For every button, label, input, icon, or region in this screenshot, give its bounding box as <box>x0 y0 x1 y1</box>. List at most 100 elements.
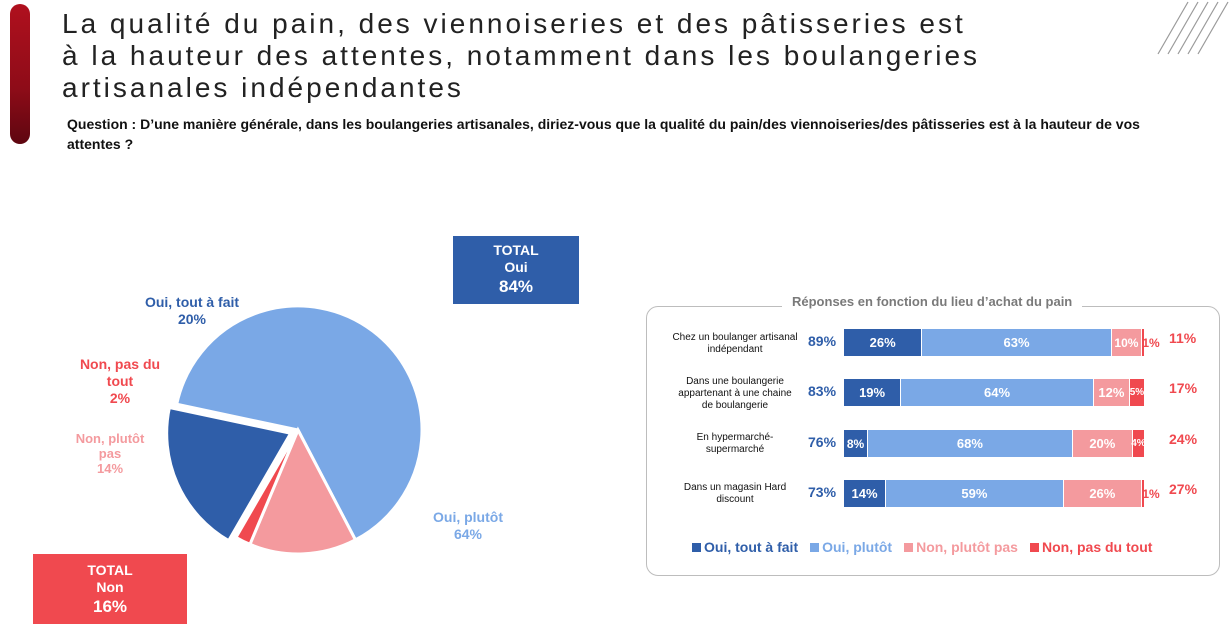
pie-label-line: 20% <box>177 311 207 327</box>
row-total-oui: 73% <box>808 484 837 500</box>
legend-label: Non, pas du tout <box>1041 539 1153 555</box>
row-label-line: En hypermarché- <box>696 432 774 443</box>
pie-label-line: pas <box>98 446 122 461</box>
total-oui-value: 84% <box>498 277 534 296</box>
legend-item: Oui, plutôt <box>810 539 892 555</box>
bar-value-label: 63% <box>1003 335 1030 350</box>
bar-segment: 1% <box>1141 329 1160 356</box>
bar-chart-title: Réponses en fonction du lieu d’achat du … <box>782 294 1083 309</box>
bar-value-label: 14% <box>851 486 878 501</box>
row-label: En hypermarché-supermarché <box>660 432 810 456</box>
bar-segment: 12% <box>1093 379 1130 406</box>
pie-label-non-pas-du-tout: Non, pas du tout 2% <box>68 356 172 407</box>
title-line: La qualité du pain, des viennoiseries et… <box>62 8 966 39</box>
pie-label-line: 64% <box>453 526 483 542</box>
legend-item: Non, pas du tout <box>1029 539 1153 555</box>
legend: Oui, tout à fait Oui, plutôt Non, plutôt… <box>692 538 1152 556</box>
pie-label-line: 14% <box>96 461 124 476</box>
total-non-value: 16% <box>92 597 128 616</box>
pie-slice-non-plut-t-pas <box>247 426 358 556</box>
total-oui-line1: TOTAL <box>493 242 539 258</box>
legend-label: Oui, plutôt <box>822 539 893 555</box>
pie-label-line: Non, pas du <box>79 356 161 372</box>
row-label: Dans une boulangerie appartenant à une ch… <box>660 376 810 412</box>
row-label-line: Chez un boulanger artisanal <box>672 332 798 343</box>
pie-label-oui-tout-a-fait: Oui, tout à fait 20% <box>128 294 256 328</box>
row-total-oui: 89% <box>808 333 837 349</box>
pie-label-non-plutot-pas: Non, plutôt pas 14% <box>60 431 160 476</box>
legend-swatch <box>810 542 820 552</box>
pie-label-line: tout <box>106 373 134 389</box>
pie-label-line: Oui, plutôt <box>433 509 503 525</box>
bar-value-label: 4% <box>1131 438 1146 449</box>
bar-value-label: 64% <box>983 385 1011 400</box>
total-oui-box: TOTAL Oui 84% <box>453 236 579 304</box>
pie-chart <box>165 304 424 556</box>
pie-slice-non-pas-du-tout <box>233 429 300 547</box>
bar-value-label: 26% <box>1089 486 1116 501</box>
total-non-box: TOTAL Non 16% <box>33 554 187 624</box>
bar-value-label: 20% <box>1089 436 1116 451</box>
bar-segment: 4% <box>1131 430 1146 457</box>
row-total-oui: 76% <box>808 434 837 450</box>
bar-segment: 68% <box>868 430 1073 457</box>
bar-value-label: 5% <box>1129 387 1145 398</box>
pie-slice-oui-tout-fait <box>165 405 294 543</box>
title-line: artisanales indépendantes <box>62 72 464 103</box>
row-label-line: de boulangerie <box>701 400 769 411</box>
row-label-line: Dans un magasin Hard <box>683 482 787 493</box>
bar-segment: 5% <box>1130 379 1145 406</box>
bar-segment: 63% <box>922 329 1112 356</box>
pie-label-line: Non, plutôt <box>75 431 145 446</box>
bar-value-label: 19% <box>859 385 886 400</box>
bar-value-label: 26% <box>869 335 896 350</box>
pie-label-line: 2% <box>109 390 131 406</box>
bar-segment: 1% <box>1141 480 1160 507</box>
bar-value-label: 1% <box>1142 486 1160 501</box>
bar-value-label: 68% <box>956 436 983 451</box>
bar-segment: 10% <box>1111 329 1142 356</box>
bar-segment: 14% <box>844 480 887 507</box>
question-text: Question : D’une manière générale, dans … <box>67 116 1140 152</box>
bar-value-label: 1% <box>1142 335 1160 350</box>
row-label-line: discount <box>716 494 754 505</box>
accent-bar <box>10 4 30 144</box>
bar-segment: 59% <box>886 480 1064 507</box>
total-non-line1: TOTAL <box>87 562 133 578</box>
bar-segment: 26% <box>844 329 923 356</box>
row-total-non: 11% <box>1169 330 1197 346</box>
row-total-non: 24% <box>1169 431 1198 447</box>
bar-segment: 26% <box>1063 480 1142 507</box>
bar-segment: 8% <box>844 430 869 457</box>
bar-value-label: 10% <box>1114 335 1139 350</box>
bar-value-label: 8% <box>846 436 865 451</box>
total-oui-line2: Oui <box>504 259 528 275</box>
row-label-line: supermarché <box>705 444 765 455</box>
row-total-oui: 83% <box>808 383 837 399</box>
pie-label-oui-plutot: Oui, plutôt 64% <box>418 509 518 543</box>
bar-value-label: 12% <box>1098 385 1125 400</box>
title-line: à la hauteur des attentes, notamment dan… <box>62 40 981 71</box>
legend-label: Oui, tout à fait <box>704 539 799 555</box>
row-total-non: 17% <box>1169 380 1198 396</box>
page-title: La qualité du pain, des viennoiseries et… <box>62 8 1122 104</box>
legend-item: Non, plutôt pas <box>904 539 1018 555</box>
row-total-non: 27% <box>1169 481 1198 497</box>
legend-label: Non, plutôt pas <box>916 539 1018 555</box>
legend-swatch <box>904 542 914 552</box>
bar-segment: 64% <box>901 379 1094 406</box>
bar-segment: 19% <box>844 379 902 406</box>
row-label-line: Dans une boulangerie <box>686 376 784 387</box>
legend-item: Oui, tout à fait <box>692 539 798 555</box>
total-non-line2: Non <box>96 579 124 595</box>
row-label: Dans un magasin Hard discount <box>660 482 810 506</box>
decorative-stripes-icon <box>1157 1 1229 55</box>
row-label: Chez un boulanger artisanal indépendant <box>660 332 810 356</box>
bar-value-label: 59% <box>961 486 988 501</box>
pie-label-line: Oui, tout à fait <box>144 294 240 310</box>
row-label-line: appartenant à une chaine <box>678 388 792 399</box>
row-label-line: indépendant <box>707 344 763 355</box>
legend-swatch <box>1029 542 1039 552</box>
legend-swatch <box>692 542 701 552</box>
bar-segment: 20% <box>1072 430 1133 457</box>
